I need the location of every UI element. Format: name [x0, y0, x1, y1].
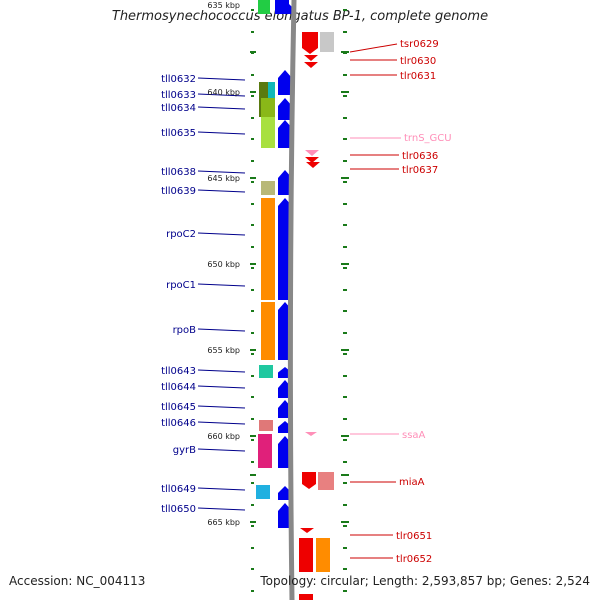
genome-backbone	[287, 0, 297, 600]
forward-cds-arrow	[278, 170, 292, 195]
gene-label-right: tlr0636	[402, 151, 438, 162]
gene-block	[261, 198, 275, 269]
forward-cds-arrow	[278, 98, 292, 120]
forward-cds-arrow	[278, 503, 292, 528]
gene-block	[258, 0, 270, 14]
gene-label-left: tll0632	[161, 74, 196, 85]
gene-label-right: trnS_GCU	[404, 133, 452, 144]
accession-text: Accession: NC_004113	[9, 574, 146, 588]
leader-line	[197, 170, 246, 174]
reverse-cds-arrow	[305, 150, 319, 156]
leader-line	[197, 507, 246, 511]
reverse-cds-arrow	[299, 594, 313, 600]
gene-label-left: rpoC2	[166, 229, 196, 240]
gene-block	[261, 98, 275, 117]
leader-line	[197, 189, 246, 193]
leader-line	[197, 77, 246, 81]
gene-label-left: tll0633	[161, 90, 196, 101]
kbp-label: 665 kbp	[207, 518, 240, 527]
gene-label-left: rpoB	[173, 325, 197, 336]
leader-line	[197, 232, 246, 236]
reverse-cds-arrow	[302, 32, 318, 54]
genome-summary-text: Topology: circular; Length: 2,593,857 bp…	[260, 574, 590, 588]
reverse-cds-arrow	[299, 538, 313, 572]
label-leader-lines	[197, 43, 401, 559]
reverse-cds-arrow	[305, 157, 319, 163]
reverse-cds-arrow	[302, 472, 316, 489]
leader-line	[197, 369, 246, 373]
gene-label-left: tll0650	[161, 504, 196, 515]
gene-label-left: tll0644	[161, 382, 196, 393]
gene-block	[320, 32, 334, 52]
leader-line	[197, 421, 246, 425]
leader-line	[197, 106, 246, 110]
gene-label-left: tll0649	[161, 484, 196, 495]
gene-block	[316, 538, 330, 572]
leader-line	[197, 131, 246, 135]
reverse-cds-arrow	[304, 62, 318, 68]
kbp-label: 660 kbp	[207, 432, 240, 441]
gene-label-left: tll0635	[161, 128, 196, 139]
gene-label-right: tlr0631	[400, 71, 436, 82]
reverse-cds-arrow	[304, 55, 318, 61]
gene-label-right: tsr0629	[400, 39, 439, 50]
gene-block	[266, 82, 275, 98]
gene-label-right: tlr0651	[396, 531, 432, 542]
gene-block	[318, 472, 334, 490]
gene-block	[259, 365, 273, 378]
gene-label-right: tlr0652	[396, 554, 432, 565]
forward-cds-arrow	[275, 0, 289, 14]
kbp-labels: 635 kbp 640 kbp 645 kbp 650 kbp 655 kbp 660 k…	[207, 1, 240, 527]
gene-label-right: tlr0637	[402, 165, 438, 176]
gene-label-left: tll0645	[161, 402, 196, 413]
gene-label-left: tll0643	[161, 366, 196, 377]
leader-line	[197, 283, 246, 287]
gene-label-left: tll0639	[161, 186, 196, 197]
scale-ticks	[250, 9, 349, 592]
kbp-label: 655 kbp	[207, 346, 240, 355]
gene-label-right: miaA	[399, 477, 425, 488]
map-title: Thermosynechococcus elongatus BP-1, comp…	[111, 9, 489, 24]
gene-label-left: tll0646	[161, 418, 196, 429]
gene-block	[259, 420, 273, 431]
kbp-label: 645 kbp	[207, 174, 240, 183]
gene-label-left: tll0634	[161, 103, 196, 114]
gene-block	[261, 269, 275, 300]
gene-block	[261, 117, 275, 148]
gene-block	[256, 485, 270, 499]
reverse-cds-arrow	[305, 432, 317, 436]
gene-label-left: tll0638	[161, 167, 196, 178]
gene-block	[258, 434, 272, 468]
gene-label-left: gyrB	[173, 445, 196, 456]
leader-line	[197, 328, 246, 332]
leader-line	[197, 448, 246, 452]
gene-label-right: tlr0630	[400, 56, 436, 67]
leader-line	[197, 385, 246, 389]
reverse-cds-arrow	[306, 162, 320, 168]
forward-cds-arrow	[278, 120, 292, 148]
kbp-label: 650 kbp	[207, 260, 240, 269]
leader-line	[197, 487, 246, 491]
kbp-label: 635 kbp	[207, 1, 240, 10]
leader-line	[197, 93, 246, 97]
leader-line	[197, 405, 246, 409]
gene-label-right: ssaA	[402, 430, 426, 441]
leader-line	[349, 43, 398, 53]
reverse-cds-arrow	[300, 528, 314, 533]
gene-label-left: rpoC1	[166, 280, 196, 291]
forward-cds-arrow	[278, 70, 292, 95]
gene-labels: tll0632 tll0633 tll0634 tll0635 tll0638 tll06…	[161, 39, 452, 565]
kbp-label: 640 kbp	[207, 88, 240, 97]
gene-block	[261, 181, 275, 195]
gene-block	[261, 302, 275, 360]
gene-features	[256, 0, 334, 600]
